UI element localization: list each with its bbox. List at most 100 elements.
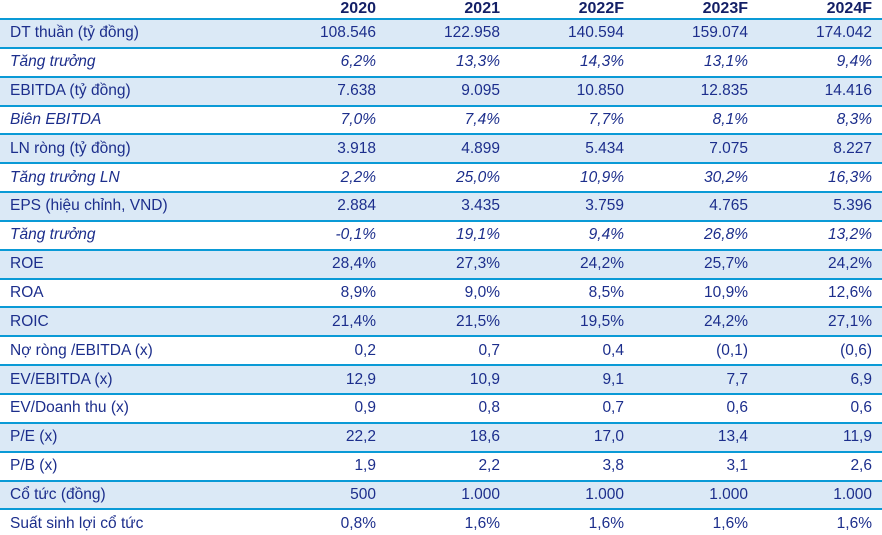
table-row: EBITDA (tỷ đồng) 7.638 9.095 10.850 12.835 14… [0,76,882,106]
row-label: Biên EBITDA [10,110,102,128]
value-cell: 1.000 [833,485,872,503]
value-cell: 6,9 [850,370,872,388]
value-cell: 13,4 [717,428,748,446]
value-cell: 0,2 [354,341,376,359]
row-label: ROE [10,255,44,273]
value-cell: 24,2% [828,255,872,273]
table-row: Tăng trưởng 6,2% 13,3% 14,3% 13,1% 9,4% [0,48,882,77]
value-cell: 7,4% [464,110,500,128]
value-cell: 2,2% [340,168,376,186]
table-row: Cổ tức (đồng) 500 1.000 1.000 1.000 1.000 [0,480,882,510]
value-cell: 21,5% [456,312,500,330]
value-cell: 0,8% [340,514,376,532]
value-cell: 25,0% [456,168,500,186]
value-cell: 3.435 [461,197,500,215]
value-cell: 4.765 [709,197,748,215]
value-cell: -0,1% [335,226,377,244]
value-cell: 28,4% [332,255,376,273]
value-cell: 9,0% [464,284,500,302]
value-cell: 30,2% [704,168,748,186]
value-cell: 3,1 [726,457,748,475]
value-cell: 7,7 [726,370,748,388]
value-cell: 5.434 [585,139,624,157]
value-cell: 1.000 [461,485,500,503]
value-cell: 1,6% [836,514,872,532]
value-cell: (0,1) [716,341,748,359]
value-cell: 1.000 [709,485,748,503]
value-cell: 9,4% [836,53,872,71]
value-cell: 174.042 [815,24,872,42]
row-label: Tăng trưởng LN [10,168,120,186]
value-cell: 9.095 [461,82,500,100]
table-row: ROE 28,4% 27,3% 24,2% 25,7% 24,2% [0,249,882,279]
value-cell: 1,6% [464,514,500,532]
row-label: ROIC [10,312,49,330]
value-cell: 9,1 [602,370,624,388]
value-cell: 122.958 [443,24,500,42]
table-row: DT thuần (tỷ đồng) 108.546 122.958 140.594 1… [0,19,882,48]
value-cell: 19,5% [580,312,624,330]
value-cell: 10,9% [704,284,748,302]
value-cell: 12,6% [828,284,872,302]
year-column-header: 2022F [578,0,624,17]
value-cell: 1.000 [585,485,624,503]
value-cell: 159.074 [691,24,748,42]
value-cell: 7,0% [340,110,376,128]
table-row: P/E (x) 22,2 18,6 17,0 13,4 11,9 [0,422,882,452]
value-cell: 0,9 [354,399,376,417]
value-cell: 108.546 [319,24,376,42]
value-cell: 26,8% [704,226,748,244]
value-cell: 24,2% [580,255,624,273]
value-cell: 140.594 [567,24,624,42]
value-cell: 1,6% [588,514,624,532]
table-row: EV/Doanh thu (x) 0,9 0,8 0,7 0,6 0,6 [0,394,882,423]
row-label: LN ròng (tỷ đồng) [10,139,131,157]
row-label: Cổ tức (đồng) [10,485,106,503]
value-cell: 6,2% [340,53,376,71]
row-label: EV/EBITDA (x) [10,370,113,388]
value-cell: 14.416 [824,82,872,100]
table-row: Suất sinh lợi cổ tức 0,8% 1,6% 1,6% 1,6% 1,6% [0,509,882,535]
value-cell: 3.759 [585,197,624,215]
row-label: Tăng trưởng [10,53,96,71]
header-row: 2020 2021 2022F 2023F 2024F [0,0,882,19]
value-cell: 13,3% [456,53,500,71]
table-row: P/B (x) 1,9 2,2 3,8 3,1 2,6 [0,452,882,481]
value-cell: 5.396 [833,197,872,215]
value-cell: 13,1% [704,53,748,71]
value-cell: 0,4 [602,341,624,359]
row-label: DT thuần (tỷ đồng) [10,24,139,42]
value-cell: 1,6% [712,514,748,532]
row-label: Tăng trưởng [10,226,96,244]
value-cell: 8,1% [712,110,748,128]
value-cell: 10,9% [580,168,624,186]
table-row: Tăng trưởng -0,1% 19,1% 9,4% 26,8% 13,2% [0,221,882,250]
value-cell: 500 [350,485,376,503]
table-row: Tăng trưởng LN 2,2% 25,0% 10,9% 30,2% 16,3% [0,163,882,193]
table-row: ROIC 21,4% 21,5% 19,5% 24,2% 27,1% [0,307,882,337]
value-cell: 7.638 [337,82,376,100]
value-cell: 0,7 [478,341,500,359]
value-cell: 4.899 [461,139,500,157]
year-column-header: 2024F [826,0,872,17]
value-cell: 21,4% [332,312,376,330]
value-cell: 0,6 [850,399,872,417]
table-row: EPS (hiệu chỉnh, VND) 2.884 3.435 3.759 4.76… [0,192,882,221]
value-cell: 27,1% [828,312,872,330]
value-cell: 8,5% [588,284,624,302]
value-cell: 22,2 [345,428,376,446]
table-row: LN ròng (tỷ đồng) 3.918 4.899 5.434 7.075 8.2… [0,134,882,164]
value-cell: 9,4% [588,226,624,244]
row-label: EPS (hiệu chỉnh, VND) [10,197,168,215]
value-cell: 0,6 [726,399,748,417]
value-cell: 12,9 [345,370,376,388]
value-cell: 2,2 [478,457,500,475]
value-cell: 24,2% [704,312,748,330]
value-cell: 13,2% [828,226,872,244]
value-cell: 10.850 [576,82,624,100]
value-cell: 27,3% [456,255,500,273]
value-cell: 0,7 [602,399,624,417]
value-cell: 8,3% [836,110,872,128]
corner-cell [0,0,262,19]
